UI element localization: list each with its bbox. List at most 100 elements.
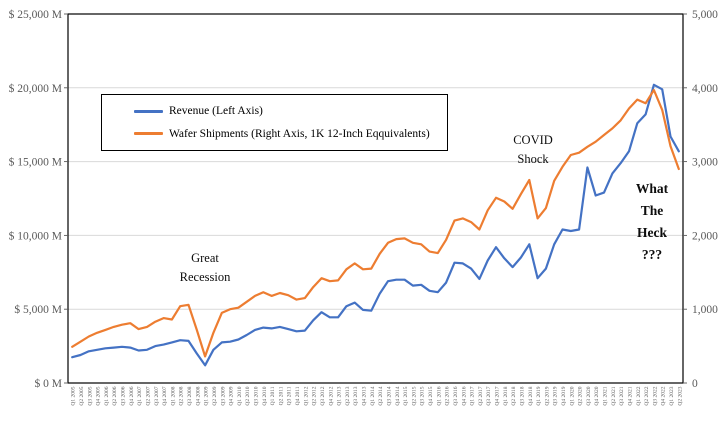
x-axis-tick-label: Q1 2016 bbox=[436, 386, 442, 405]
x-axis-tick-label: Q3 2014 bbox=[386, 386, 392, 405]
x-axis-tick-label: Q3 2017 bbox=[486, 386, 492, 405]
x-axis-tick-label: Q2 2019 bbox=[544, 386, 550, 405]
x-axis-tick-label: Q2 2017 bbox=[478, 386, 484, 405]
x-axis-tick-label: Q4 2010 bbox=[262, 386, 268, 405]
x-axis-tick-label: Q3 2018 bbox=[519, 386, 525, 405]
x-axis-tick-label: Q1 2019 bbox=[536, 386, 542, 405]
x-axis-tick-label: Q1 2015 bbox=[403, 386, 409, 405]
x-axis-tick-label: Q1 2012 bbox=[303, 386, 309, 405]
x-axis-tick-label: Q1 2011 bbox=[270, 386, 276, 405]
x-axis-tick-label: Q3 2020 bbox=[586, 386, 592, 405]
x-axis-tick-label: Q3 2011 bbox=[287, 386, 293, 405]
x-axis-tick-label: Q2 2020 bbox=[578, 386, 584, 405]
x-axis-tick-label: Q4 2021 bbox=[627, 386, 633, 405]
x-axis-tick-label: Q2 2014 bbox=[378, 386, 384, 405]
left-axis-tick-label: $ 25,000 M bbox=[9, 8, 62, 21]
annotation-line: COVID bbox=[513, 133, 553, 147]
annotation-great-recession: Great Recession bbox=[180, 249, 231, 287]
x-axis-tick-label: Q2 2011 bbox=[278, 386, 284, 405]
x-axis-tick-label: Q3 2019 bbox=[553, 386, 559, 405]
x-axis-tick-label: Q1 2017 bbox=[470, 386, 476, 405]
legend-label-wafer-shipments: Wafer Shipments (Right Axis, 1K 12-Inch … bbox=[169, 127, 430, 140]
x-axis-tick-label: Q4 2018 bbox=[528, 386, 534, 405]
x-axis-tick-label: Q2 2006 bbox=[112, 386, 118, 405]
x-axis-tick-label: Q4 2015 bbox=[428, 386, 434, 405]
x-axis-tick-label: Q3 2021 bbox=[619, 386, 625, 405]
x-axis-tick-label: Q2 2015 bbox=[411, 386, 417, 405]
right-axis-tick-label: 2,000 bbox=[692, 230, 718, 242]
x-axis-tick-label: Q2 2013 bbox=[345, 386, 351, 405]
x-axis-tick-label: Q3 2009 bbox=[220, 386, 226, 405]
x-axis-tick-label: Q3 2006 bbox=[121, 386, 127, 405]
x-axis-tick-label: Q3 2013 bbox=[353, 386, 359, 405]
x-axis-tick-label: Q1 2014 bbox=[370, 386, 376, 405]
x-axis-tick-label: Q1 2020 bbox=[569, 386, 575, 405]
x-axis-tick-label: Q4 2007 bbox=[162, 386, 168, 405]
x-axis-tick-label: Q4 2017 bbox=[495, 386, 501, 405]
annotation-what-the-heck: What The Heck??? bbox=[636, 178, 668, 266]
x-axis-tick-label: Q2 2023 bbox=[677, 386, 683, 405]
x-axis-tick-label: Q1 2021 bbox=[603, 386, 609, 405]
x-axis-tick-label: Q1 2007 bbox=[137, 386, 143, 405]
right-axis-tick-label: 0 bbox=[692, 378, 698, 390]
x-axis-tick-label: Q2 2018 bbox=[511, 386, 517, 405]
x-axis-tick-label: Q1 2008 bbox=[170, 386, 176, 405]
x-axis-tick-label: Q4 2008 bbox=[195, 386, 201, 405]
x-axis-tick-label: Q1 2018 bbox=[503, 386, 509, 405]
annotation-line: Shock bbox=[517, 152, 549, 166]
x-axis-tick-label: Q3 2016 bbox=[453, 386, 459, 405]
left-axis-tick-label: $ 10,000 M bbox=[9, 229, 62, 242]
annotation-line: What bbox=[635, 181, 669, 196]
x-axis-tick-label: Q4 2009 bbox=[229, 386, 235, 405]
x-axis-tick-label: Q2 2016 bbox=[445, 386, 451, 405]
left-axis-tick-label: $ 5,000 M bbox=[14, 303, 62, 316]
x-axis-tick-label: Q4 2022 bbox=[661, 386, 667, 405]
x-axis-tick-label: Q1 2005 bbox=[71, 386, 77, 405]
x-axis-tick-label: Q1 2009 bbox=[204, 386, 210, 405]
annotation-line: Recession bbox=[179, 270, 231, 284]
x-axis-tick-label: Q4 2013 bbox=[362, 386, 368, 405]
x-axis-tick-label: Q1 2006 bbox=[104, 386, 110, 405]
legend-label-revenue: Revenue (Left Axis) bbox=[169, 105, 263, 118]
x-axis-tick-label: Q4 2012 bbox=[328, 386, 334, 405]
x-axis-tick-label: Q4 2019 bbox=[561, 386, 567, 405]
annotation-line: ??? bbox=[641, 247, 663, 262]
x-axis-tick-label: Q1 2022 bbox=[636, 386, 642, 405]
x-axis-tick-label: Q2 2010 bbox=[245, 386, 251, 405]
x-axis-tick-label: Q3 2015 bbox=[420, 386, 426, 405]
x-axis-tick-label: Q3 2022 bbox=[652, 386, 658, 405]
x-axis-tick-label: Q3 2012 bbox=[320, 386, 326, 405]
x-axis-tick-label: Q2 2009 bbox=[212, 386, 218, 405]
x-axis-tick-label: Q4 2011 bbox=[295, 386, 301, 405]
x-axis-tick-label: Q2 2021 bbox=[611, 386, 617, 405]
x-axis-tick-label: Q4 2006 bbox=[129, 386, 135, 405]
left-axis-tick-label: $ 20,000 M bbox=[9, 82, 62, 95]
x-axis-tick-label: Q4 2014 bbox=[395, 386, 401, 405]
wafer-shipments-line-swatch bbox=[134, 132, 163, 136]
chart-legend: Revenue (Left Axis) Wafer Shipments (Rig… bbox=[101, 94, 448, 151]
x-axis-tick-label: Q1 2010 bbox=[237, 386, 243, 405]
revenue-line-swatch bbox=[134, 109, 163, 113]
annotation-line: Heck bbox=[636, 225, 667, 240]
legend-item-revenue: Revenue (Left Axis) bbox=[134, 105, 447, 117]
x-axis-tick-label: Q2 2012 bbox=[312, 386, 318, 405]
left-axis-tick-label: $ 15,000 M bbox=[9, 156, 62, 169]
annotation-line: Great bbox=[191, 251, 219, 265]
x-axis-tick-label: Q4 2020 bbox=[594, 386, 600, 405]
x-axis-tick-label: Q4 2016 bbox=[461, 386, 467, 405]
right-axis-tick-label: 1,000 bbox=[692, 304, 718, 316]
revenue-line bbox=[71, 83, 680, 367]
wafer-shipments-line bbox=[71, 88, 680, 358]
right-axis-tick-label: 5,000 bbox=[692, 9, 718, 21]
x-axis-tick-label: Q2 2005 bbox=[79, 386, 85, 405]
left-axis-tick-label: $ 0 M bbox=[35, 377, 62, 390]
x-axis-tick-label: Q3 2005 bbox=[87, 386, 93, 405]
x-axis-tick-label: Q2 2008 bbox=[179, 386, 185, 405]
x-axis-tick-label: Q2 2007 bbox=[145, 386, 151, 405]
x-axis-tick-label: Q4 2005 bbox=[96, 386, 102, 405]
right-axis-tick-label: 4,000 bbox=[692, 83, 718, 95]
annotation-covid-shock: COVID Shock bbox=[513, 131, 553, 169]
x-axis-tick-label: Q2 2022 bbox=[644, 386, 650, 405]
